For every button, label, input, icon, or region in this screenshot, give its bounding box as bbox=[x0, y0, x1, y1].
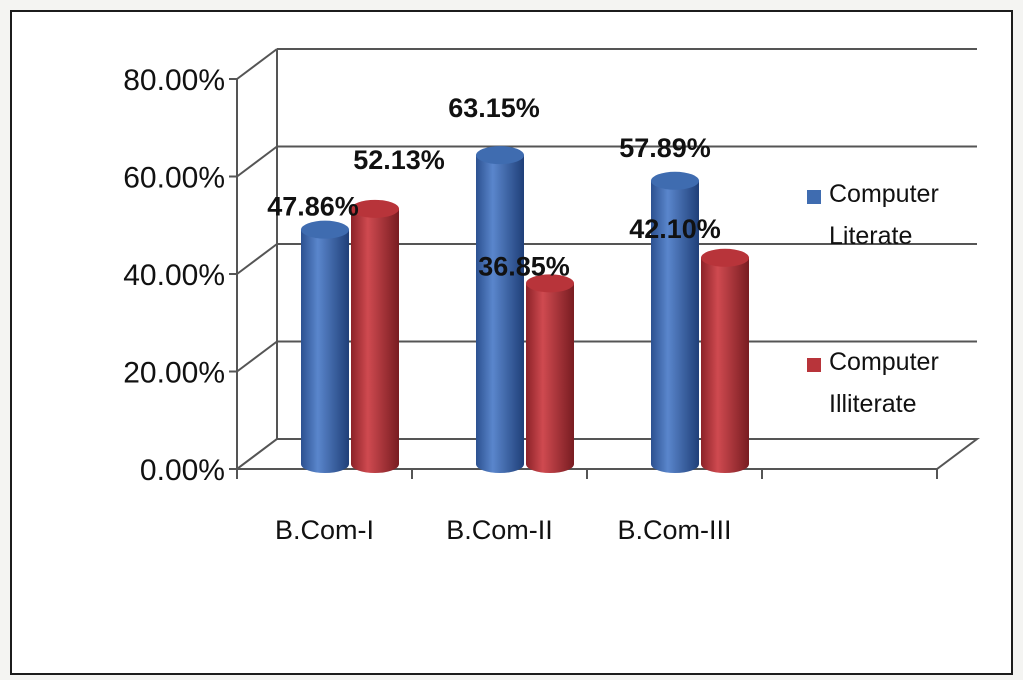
y-tick-label: 40.00% bbox=[123, 259, 225, 292]
bar bbox=[651, 171, 699, 473]
data-label: 42.10% bbox=[629, 214, 721, 244]
bar bbox=[301, 220, 349, 473]
bar-top bbox=[301, 220, 349, 239]
bar-top bbox=[351, 199, 399, 218]
chart-frame: 0.00% 20.00% 40.00% 60.00% 80.00% B.Com-I B.Co… bbox=[10, 10, 1013, 675]
bar-body bbox=[301, 229, 349, 473]
gridline-depth bbox=[236, 48, 278, 80]
bar-top bbox=[651, 171, 699, 190]
x-tick-label: B.Com-II bbox=[446, 515, 553, 545]
y-tick-label: 0.00% bbox=[140, 454, 225, 487]
gridline-depth bbox=[236, 145, 278, 178]
legend-swatch bbox=[807, 190, 821, 204]
data-label: 47.86% bbox=[267, 192, 359, 222]
bar bbox=[476, 146, 524, 474]
y-tick-label: 20.00% bbox=[123, 357, 225, 390]
x-tick-label: B.Com-III bbox=[617, 515, 731, 545]
legend-label: Illiterate bbox=[829, 390, 917, 418]
x-tick-label: B.Com-I bbox=[275, 515, 374, 545]
bar bbox=[701, 248, 749, 473]
data-label: 63.15% bbox=[448, 93, 540, 123]
bar-body bbox=[526, 283, 574, 473]
bar bbox=[351, 199, 399, 473]
bar-body bbox=[476, 155, 524, 474]
axes-layer: 0.00% 20.00% 40.00% 60.00% 80.00% B.Com-I B.Co… bbox=[123, 48, 980, 545]
bars-layer bbox=[301, 146, 749, 474]
legend-label: Literate bbox=[829, 222, 912, 250]
bar-body bbox=[701, 257, 749, 473]
bar-top bbox=[701, 248, 749, 267]
bar-body bbox=[351, 208, 399, 473]
legend-swatch bbox=[807, 358, 821, 372]
bar-top bbox=[476, 146, 524, 165]
gridline-depth bbox=[236, 340, 278, 373]
y-tick-label: 60.00% bbox=[123, 162, 225, 195]
legend: Computer Literate Computer Illiterate bbox=[807, 180, 939, 418]
data-label: 52.13% bbox=[353, 145, 445, 175]
gridline-depth bbox=[236, 243, 278, 275]
legend-label: Computer bbox=[829, 348, 939, 376]
y-tick-label: 80.00% bbox=[123, 64, 225, 97]
labels-layer: 47.86% 52.13%63.15% 36.85% 57.89% 42.10% bbox=[267, 93, 721, 281]
bar-body bbox=[651, 180, 699, 473]
data-label: 36.85% bbox=[478, 251, 570, 281]
data-label: 57.89% bbox=[619, 133, 711, 163]
chart-floor bbox=[234, 438, 980, 470]
bar-top bbox=[526, 274, 574, 293]
chart-svg: 0.00% 20.00% 40.00% 60.00% 80.00% B.Com-I B.Co… bbox=[123, 48, 980, 545]
bar bbox=[526, 274, 574, 473]
legend-label: Computer bbox=[829, 180, 939, 208]
